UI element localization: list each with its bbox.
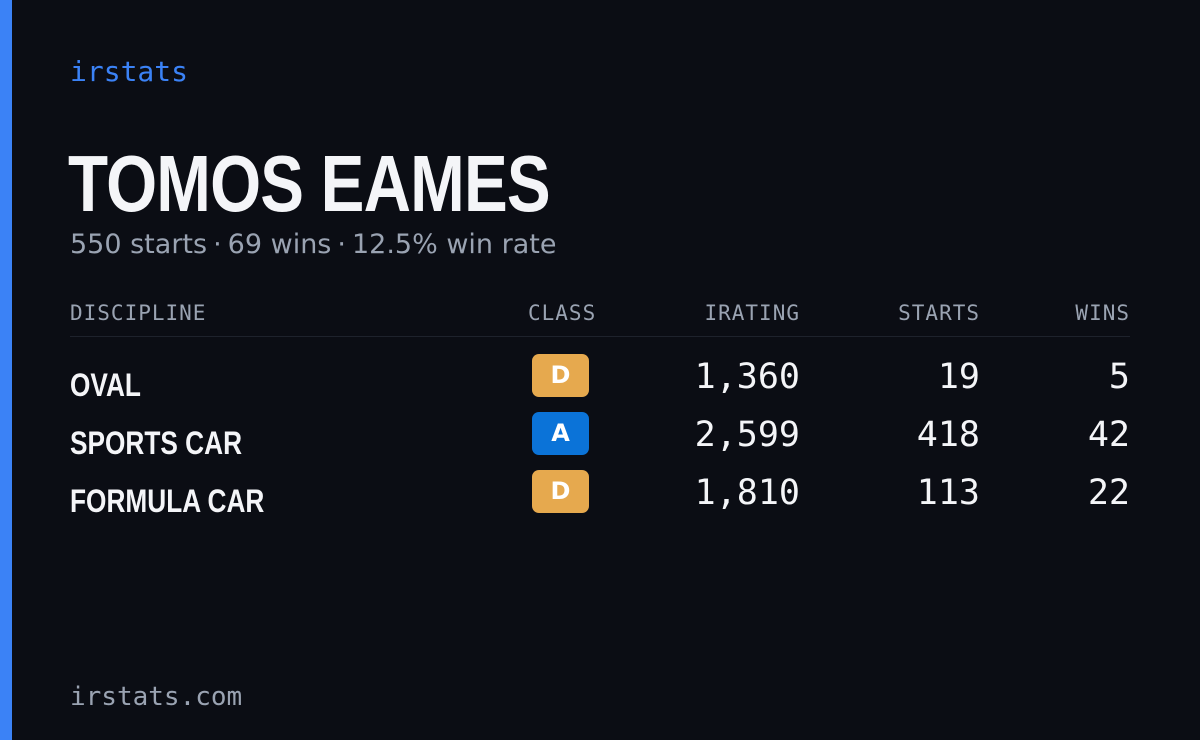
wins-summary: 69 wins — [227, 229, 332, 260]
discipline-name: FORMULA CAR — [70, 483, 265, 519]
header-starts: STARTS — [898, 301, 980, 325]
wins-value: 22 — [1087, 473, 1130, 513]
irating-value: 1,360 — [694, 357, 800, 397]
table-row: OVAL D 1,360 19 5 — [70, 352, 1130, 410]
driver-name: TOMOS EAMES — [68, 139, 551, 228]
header-class: CLASS — [528, 301, 597, 325]
header-discipline: DISCIPLINE — [70, 301, 207, 325]
starts-value: 19 — [937, 357, 980, 397]
summary-separator: · — [337, 229, 346, 260]
header-wins: WINS — [1075, 301, 1130, 325]
discipline-name: OVAL — [70, 367, 141, 403]
brand-logo-text: irstats — [70, 55, 189, 88]
footer-site-link[interactable]: irstats.com — [70, 682, 243, 712]
starts-value: 113 — [916, 473, 980, 513]
win-rate-summary: 12.5% win rate — [351, 229, 557, 260]
class-badge: D — [532, 470, 589, 513]
class-badge: D — [532, 354, 589, 397]
header-divider — [70, 336, 1130, 337]
starts-summary: 550 starts — [70, 229, 208, 260]
summary-separator: · — [213, 229, 222, 260]
irating-value: 2,599 — [694, 415, 800, 455]
wins-value: 42 — [1087, 415, 1130, 455]
class-badge: A — [532, 412, 589, 455]
table-row: SPORTS CAR A 2,599 418 42 — [70, 410, 1130, 468]
table-row: FORMULA CAR D 1,810 113 22 — [70, 468, 1130, 526]
irating-value: 1,810 — [694, 473, 800, 513]
accent-bar — [0, 0, 12, 740]
wins-value: 5 — [1108, 357, 1130, 397]
table-header: DISCIPLINE CLASS IRATING STARTS WINS — [70, 300, 1130, 326]
header-irating: IRATING — [704, 301, 800, 325]
starts-value: 418 — [916, 415, 980, 455]
discipline-table: OVAL D 1,360 19 5 SPORTS CAR A 2,599 418… — [70, 352, 1130, 526]
discipline-name: SPORTS CAR — [70, 425, 243, 461]
driver-summary: 550 starts · 69 wins · 12.5% win rate — [70, 229, 556, 261]
